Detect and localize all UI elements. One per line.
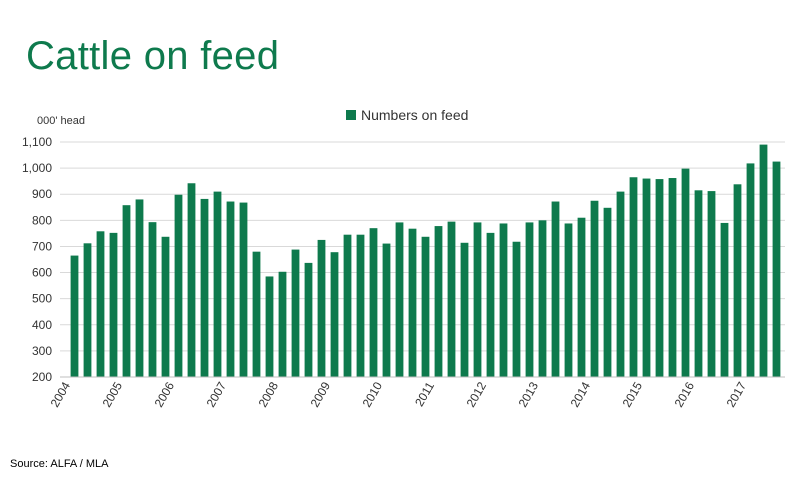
bar [473,222,482,377]
y-tick-label: 500 [32,292,52,306]
x-tick-label: 2010 [360,379,386,409]
bar [681,168,690,377]
bar [226,201,235,377]
bar [486,232,495,377]
legend-swatch [346,110,356,120]
bar [512,241,521,377]
bar [499,223,508,377]
bar [239,202,248,377]
y-tick-label: 600 [32,266,52,280]
bar [291,249,300,377]
bar [590,200,599,377]
y-tick-label: 900 [32,187,52,201]
bar [707,191,716,377]
y-tick-label: 700 [32,239,52,253]
bar [122,205,131,377]
bar [564,223,573,377]
bar [603,207,612,377]
bar [720,222,729,377]
bar [642,178,651,377]
legend: Numbers on feed [346,107,468,123]
bar [447,221,456,377]
bar [395,222,404,377]
x-tick-label: 2005 [100,379,126,409]
bar [525,222,534,377]
y-tick-label: 1,100 [22,135,52,149]
bar [148,222,157,377]
y-tick-label: 1,000 [22,161,52,175]
y-axis-unit-label: 000' head [37,115,85,127]
bar [434,226,443,377]
y-tick-label: 300 [32,344,52,358]
x-tick-label: 2017 [724,379,750,409]
x-tick-label: 2009 [308,379,334,409]
bar [304,262,313,377]
y-tick-label: 800 [32,213,52,227]
source-note: Source: ALFA / MLA [10,458,109,470]
bar [213,191,222,377]
bar [577,217,586,377]
x-tick-label: 2011 [412,379,437,409]
bar [161,236,170,377]
legend-label: Numbers on feed [361,107,468,123]
bar [356,234,365,377]
x-tick-label: 2007 [204,379,230,409]
x-tick-label: 2012 [464,379,490,409]
x-tick-label: 2008 [256,379,282,409]
chart-title: Cattle on feed [26,34,280,78]
x-tick-label: 2013 [516,379,542,409]
bar [83,243,92,377]
bar [759,144,768,377]
bar [317,239,326,377]
bar [616,191,625,377]
bar [343,234,352,377]
x-tick-label: 2015 [620,379,646,409]
bar [460,242,469,377]
bar [772,161,781,377]
bar [278,271,287,377]
bar [252,251,261,377]
bar [369,228,378,377]
bar [109,232,118,377]
bar [382,243,391,377]
bar [408,228,417,377]
y-tick-label: 400 [32,318,52,332]
bar [746,163,755,377]
bar [655,179,664,377]
bar [265,276,274,377]
bar [551,201,560,377]
x-tick-label: 2014 [568,379,594,409]
bar [70,255,79,377]
bar [174,194,183,377]
bar [694,190,703,377]
bar [187,183,196,377]
y-axis: 200 300 400 500 600 700 800 900 1,000 1,100 [22,135,52,384]
bar [629,177,638,377]
x-axis: 2004 2005 2006 2007 2008 2009 2010 2011 2012 2013… [48,376,785,410]
x-tick-label: 2016 [672,379,698,409]
bar [733,184,742,377]
bar [668,178,677,377]
bar [421,236,430,377]
bar [135,199,144,377]
bar [538,220,547,377]
y-tick-label: 200 [32,370,52,384]
bar [330,252,339,377]
bars [70,144,781,377]
bar [200,198,209,377]
bar [96,231,105,377]
x-tick-label: 2006 [152,379,178,409]
